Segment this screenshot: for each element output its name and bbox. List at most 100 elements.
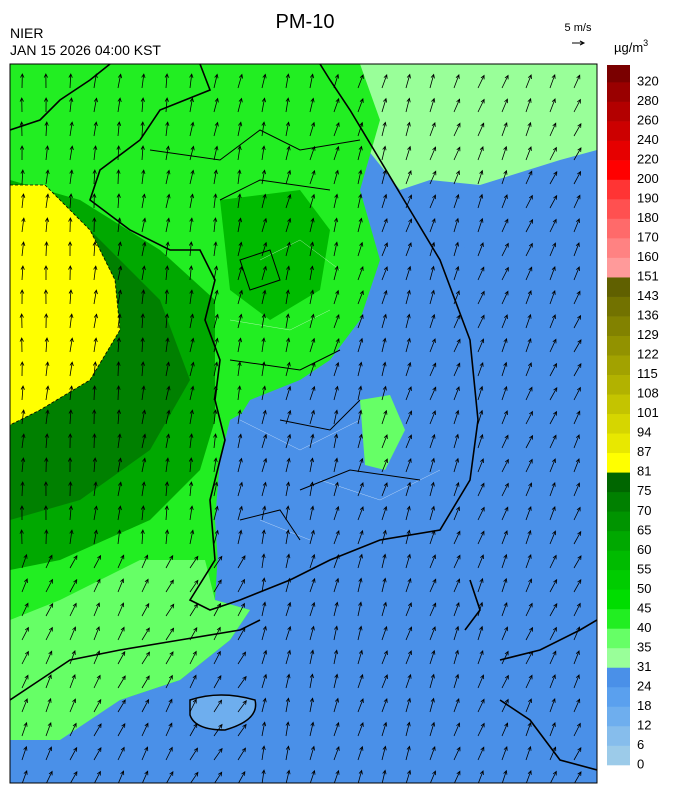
wind-arrow	[44, 313, 49, 329]
wind-arrow	[165, 433, 171, 449]
wind-arrow	[140, 121, 145, 137]
wind-arrow	[261, 553, 266, 569]
wind-arrow	[141, 217, 147, 233]
colorbar-segment	[607, 647, 630, 668]
wind-arrow	[309, 145, 316, 161]
colorbar-segment	[607, 277, 630, 297]
colorbar-label: 320	[637, 73, 659, 88]
wind-scale-label: 5 m/s	[565, 22, 592, 34]
wind-arrow	[213, 337, 219, 353]
wind-arrow	[405, 434, 413, 449]
wind-arrow	[453, 673, 460, 689]
wind-arrow	[549, 386, 558, 401]
wind-arrow	[213, 97, 219, 113]
wind-arrow	[117, 73, 123, 89]
wind-arrow	[453, 649, 459, 665]
wind-arrow	[69, 313, 74, 329]
colorbar-segment	[607, 413, 630, 434]
wind-arrow	[285, 433, 292, 449]
wind-arrow	[261, 217, 268, 233]
colorbar-segment	[607, 745, 630, 766]
colorbar-segment	[607, 257, 630, 278]
wind-arrow	[501, 145, 508, 161]
wind-arrow	[381, 745, 387, 761]
wind-arrow	[19, 289, 25, 305]
wind-arrow	[213, 675, 222, 689]
wind-arrow	[164, 529, 170, 545]
wind-arrow	[261, 745, 266, 761]
wind-arrow	[140, 337, 145, 353]
wind-arrow	[405, 265, 412, 281]
wind-arrow	[237, 602, 245, 617]
wind-arrow	[189, 579, 199, 593]
wind-arrow	[309, 649, 315, 665]
wind-arrow	[141, 433, 147, 449]
wind-arrows	[19, 73, 582, 783]
wind-arrow	[285, 721, 290, 737]
wind-arrow	[189, 481, 194, 497]
wind-arrow	[93, 529, 98, 545]
wind-scale-arrow	[572, 40, 586, 46]
wind-arrow	[381, 385, 387, 401]
wind-arrow	[357, 769, 363, 783]
wind-arrow	[21, 409, 26, 425]
wind-arrow	[69, 746, 78, 761]
wind-arrow	[213, 529, 219, 545]
wind-arrow	[261, 505, 267, 521]
colorbar-label: 240	[637, 132, 659, 147]
wind-arrow	[261, 121, 266, 137]
wind-arrow	[285, 97, 290, 113]
wind-arrow	[550, 770, 557, 783]
wind-arrow	[45, 697, 52, 713]
wind-arrow	[93, 289, 98, 305]
wind-arrow	[285, 385, 292, 401]
jeju	[189, 694, 257, 731]
field-mid-green	[220, 190, 330, 320]
wind-arrow	[68, 217, 73, 233]
wind-arrow	[501, 290, 509, 305]
wind-arrow	[189, 626, 198, 641]
wind-arrow	[68, 433, 73, 449]
wind-arrow	[453, 433, 459, 449]
wind-arrow	[333, 577, 340, 593]
wind-arrow	[501, 601, 508, 617]
wind-arrow	[189, 409, 194, 425]
wind-arrow	[165, 627, 175, 641]
wind-arrow	[165, 579, 174, 593]
wind-arrow	[189, 505, 194, 521]
wind-arrow	[116, 169, 121, 185]
wind-arrow	[117, 770, 125, 783]
wind-arrow	[261, 697, 267, 713]
wind-arrow	[357, 625, 363, 641]
wind-arrow	[333, 409, 339, 425]
colorbar-segment	[607, 433, 630, 454]
wind-arrow	[117, 433, 122, 449]
colorbar-label: 6	[637, 737, 644, 752]
wind-arrow	[142, 770, 149, 783]
wind-arrow	[189, 193, 195, 209]
wind-arrow	[525, 506, 532, 521]
wind-arrow	[116, 385, 121, 401]
wind-arrow	[69, 626, 77, 641]
wind-arrow	[405, 386, 412, 401]
colorbar-segment	[607, 238, 630, 258]
wind-arrow	[525, 698, 532, 713]
wind-arrow	[21, 433, 26, 449]
wind-arrow	[477, 625, 484, 641]
colorbar-label: 45	[637, 600, 651, 615]
wind-arrow	[261, 145, 266, 161]
wind-arrow	[573, 194, 581, 209]
wind-arrow	[573, 242, 580, 257]
wind-arrow	[141, 627, 150, 641]
title: PM-10	[276, 11, 335, 33]
wind-arrow	[165, 217, 171, 233]
wind-arrow	[333, 433, 339, 449]
wind-arrow	[405, 337, 411, 353]
wind-arrow	[116, 193, 121, 209]
wind-arrow	[21, 769, 28, 783]
wind-arrow	[189, 529, 195, 545]
wind-arrow	[333, 289, 340, 305]
wind-arrow	[92, 409, 97, 425]
wind-arrow	[357, 121, 364, 137]
wind-arrow	[333, 505, 340, 521]
